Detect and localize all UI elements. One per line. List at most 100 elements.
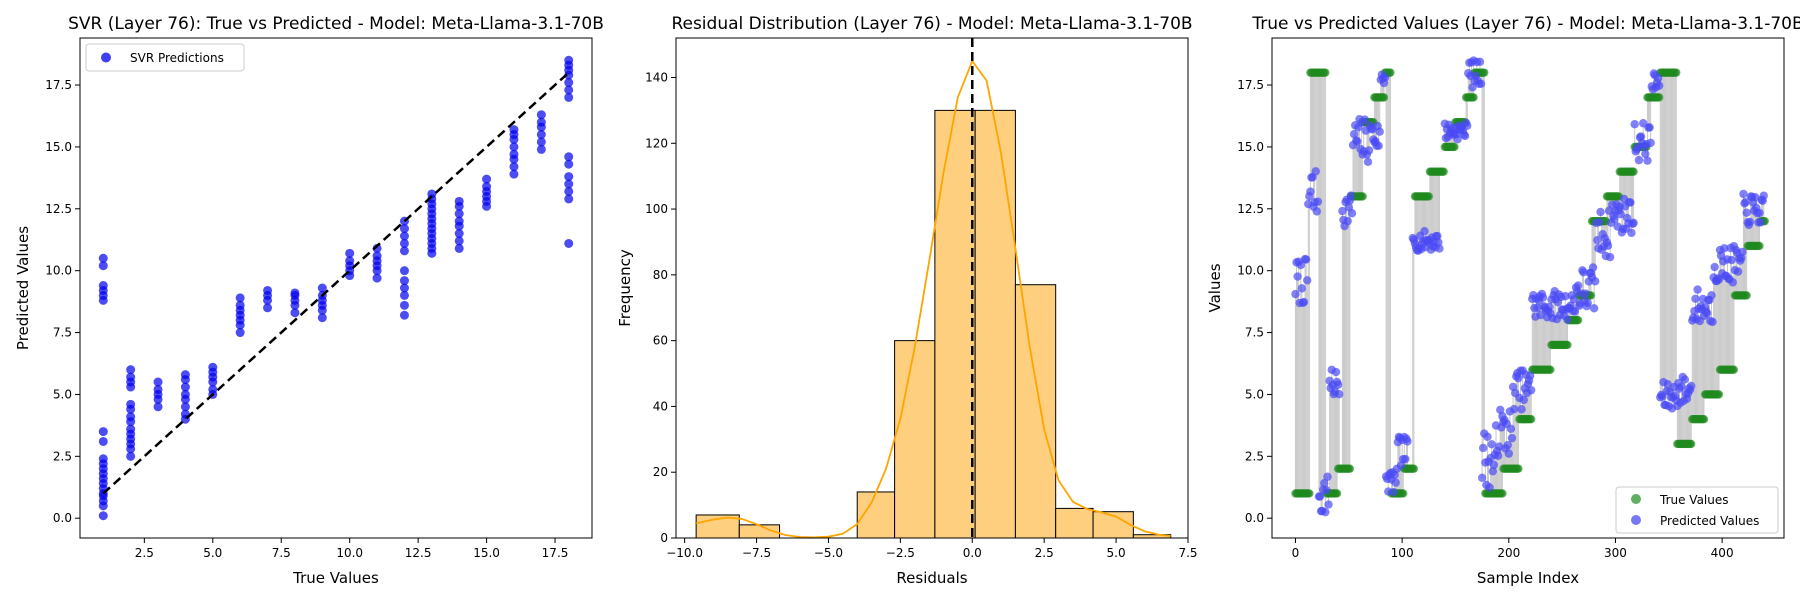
predicted-value-point [1321,507,1330,517]
true-value-point [1742,291,1751,300]
predicted-value-point [1363,157,1373,166]
svr-point [564,194,574,204]
predicted-value-point [1293,272,1302,281]
x-tick-label: 100 [1391,546,1414,560]
svr-point [98,436,108,446]
predicted-value-point [1593,235,1602,245]
svr-point [454,243,464,253]
predicted-value-point [1751,193,1760,202]
svr-point [98,261,108,271]
predicted-value-point [1323,472,1332,481]
svr-point [454,196,464,206]
predicted-value-point [1389,487,1398,497]
y-tick-label: 40 [653,399,668,413]
true-value-point [1305,489,1314,498]
predicted-value-point [1333,380,1343,389]
svr-point [180,402,190,412]
svr-point [399,283,409,293]
histogram-bar [894,340,936,539]
svr-point [399,238,409,248]
svr-point [153,402,163,412]
svr-point [208,362,218,372]
predicted-value-point [1645,123,1654,132]
svr-point [126,372,136,382]
predicted-value-point [1303,276,1312,285]
true-value-point [1699,414,1709,424]
x-tick-label: −7.5 [742,546,771,560]
svr-point [235,328,245,338]
predicted-value-point [1545,302,1554,312]
x-tick-label: 5.0 [1107,546,1126,560]
legend-label-svr: SVR Predictions [130,51,224,65]
predicted-value-point [1629,218,1638,228]
svr-point [509,169,519,179]
predicted-value-point [1301,255,1311,264]
svr-point [153,384,163,394]
y-tick-label: 80 [653,268,668,282]
predicted-value-point [1533,303,1542,313]
predicted-value-point [1616,209,1626,219]
svr-point [126,399,136,409]
histogram-bar [1014,284,1057,539]
svr-point [126,412,136,422]
predicted-value-point [1643,156,1652,165]
svr-point [126,451,136,461]
panel-residual-histogram: −10.0 −7.5 −5.0 −2.5 0.0 2.5 5.0 7.5 0 20 40 60 80 1… [616,14,1198,587]
predicted-value-point [1420,227,1429,236]
predicted-value-point [1636,132,1646,141]
true-value-point [1672,68,1681,77]
svr-point [399,290,409,300]
svr-point [536,137,546,147]
y-tick-label: 10.0 [45,264,72,278]
x-tick-label: −10.0 [666,546,703,560]
panel1-xlabel: True Values [292,569,379,587]
predicted-value-point [1728,278,1738,287]
predicted-value-point [1755,208,1764,218]
y-tick-label: 17.5 [1237,78,1264,92]
x-tick-label: 12.5 [405,546,432,560]
predicted-value-point [1460,131,1470,141]
svr-point [509,149,519,159]
predicted-value-point [1693,285,1702,294]
predicted-value-point [1525,371,1535,380]
predicted-values-series [1291,56,1768,517]
kde-curve [695,60,1171,539]
predicted-value-point [1435,244,1444,253]
true-value-point [1629,167,1638,176]
svr-point [317,283,327,293]
y-tick-label: 100 [645,202,668,216]
x-tick-label: 15.0 [473,546,500,560]
svr-point [372,251,382,261]
x-tick-label: 5.0 [203,546,222,560]
svr-point [564,85,574,95]
x-tick-label: 0 [1292,546,1300,560]
svr-point [399,224,409,234]
svr-point [509,125,519,135]
x-tick-label: 7.5 [1178,546,1197,560]
predicted-value-point [1475,57,1485,66]
true-value-point [1480,68,1489,77]
true-value-point [1563,340,1572,350]
true-value-point [1498,489,1507,498]
predicted-value-point [1507,433,1517,443]
y-tick-label: 60 [653,334,668,348]
svr-point [317,313,327,323]
y-tick-label: 20 [653,465,668,479]
predicted-value-point [1573,281,1583,290]
histogram-bar [934,109,976,539]
svr-point [399,276,409,286]
predicted-value-point [1563,315,1572,324]
predicted-value-point [1581,289,1590,298]
predicted-value-point [1434,238,1443,247]
predicted-value-point [1536,310,1546,320]
predicted-value-point [1583,298,1592,308]
svr-point [345,248,355,258]
svr-point [126,365,136,375]
predicted-value-point [1707,291,1716,300]
y-tick-label: 2.5 [53,449,72,463]
true-value-point [1439,167,1448,176]
connector-lines [1294,60,1765,513]
predicted-value-point [1677,382,1686,391]
predicted-value-point [1346,191,1356,200]
predicted-value-point [1708,317,1717,327]
